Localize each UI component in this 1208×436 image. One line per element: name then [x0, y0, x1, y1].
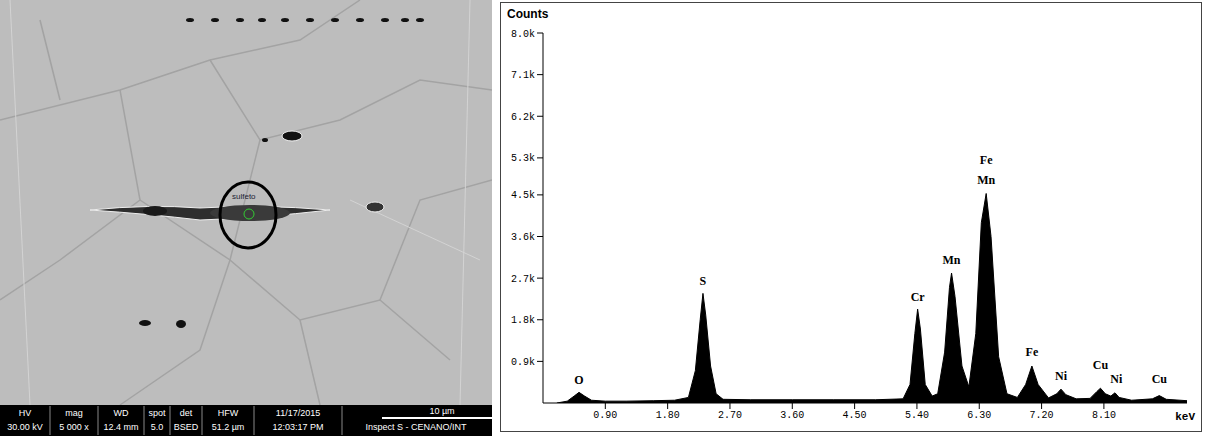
svg-text:0.9k: 0.9k: [511, 357, 535, 368]
svg-text:spot: spot: [148, 408, 166, 418]
svg-text:Inspect S - CENANO/INT: Inspect S - CENANO/INT: [365, 422, 467, 432]
svg-text:5 000 x: 5 000 x: [59, 422, 89, 432]
svg-text:30.00 kV: 30.00 kV: [7, 422, 43, 432]
svg-text:12:03:17 PM: 12:03:17 PM: [272, 422, 323, 432]
svg-text:1.80: 1.80: [656, 410, 680, 421]
svg-text:sulfeto: sulfeto: [232, 192, 256, 201]
svg-text:Ni: Ni: [1110, 372, 1123, 386]
svg-text:HV: HV: [19, 408, 32, 418]
svg-text:4.5k: 4.5k: [511, 190, 535, 201]
svg-text:Mn: Mn: [977, 173, 995, 187]
svg-text:5.40: 5.40: [905, 410, 929, 421]
svg-text:Fe: Fe: [980, 153, 993, 167]
svg-text:Cu: Cu: [1093, 358, 1109, 372]
svg-text:3.6k: 3.6k: [511, 232, 535, 243]
svg-text:S: S: [700, 274, 707, 288]
svg-text:Cu: Cu: [1152, 372, 1168, 386]
svg-text:mag: mag: [65, 408, 83, 418]
svg-text:7.1k: 7.1k: [511, 70, 535, 81]
svg-text:12.4 mm: 12.4 mm: [103, 422, 138, 432]
svg-text:6.2k: 6.2k: [511, 112, 535, 123]
svg-text:WD: WD: [114, 408, 129, 418]
svg-text:BSED: BSED: [174, 422, 199, 432]
svg-text:8.0k: 8.0k: [511, 29, 535, 40]
html-text:keV: keV: [1175, 411, 1195, 423]
svg-text:7.20: 7.20: [1030, 410, 1054, 421]
svg-text:8.10: 8.10: [1092, 410, 1116, 421]
svg-text:det: det: [180, 408, 193, 418]
svg-text:4.50: 4.50: [843, 410, 867, 421]
svg-text:0.90: 0.90: [593, 410, 617, 421]
svg-text:2.70: 2.70: [718, 410, 742, 421]
svg-text:2.7k: 2.7k: [511, 274, 535, 285]
svg-text:5.3k: 5.3k: [511, 153, 535, 164]
svg-text:O: O: [574, 373, 583, 387]
svg-text:Cr: Cr: [911, 290, 926, 304]
svg-text:51.2 µm: 51.2 µm: [212, 422, 245, 432]
html-text:Counts: Counts: [507, 7, 549, 21]
svg-text:11/17/2015: 11/17/2015: [276, 408, 320, 418]
svg-text:1.8k: 1.8k: [511, 315, 535, 326]
svg-text:3.60: 3.60: [780, 410, 804, 421]
svg-text:5.0: 5.0: [151, 422, 164, 432]
svg-text:Mn: Mn: [943, 253, 961, 267]
svg-text:HFW: HFW: [218, 408, 239, 418]
svg-text:6.30: 6.30: [967, 410, 991, 421]
svg-text:Fe: Fe: [1026, 345, 1039, 359]
svg-text:10 µm: 10 µm: [429, 406, 454, 416]
svg-text:Ni: Ni: [1055, 369, 1068, 383]
